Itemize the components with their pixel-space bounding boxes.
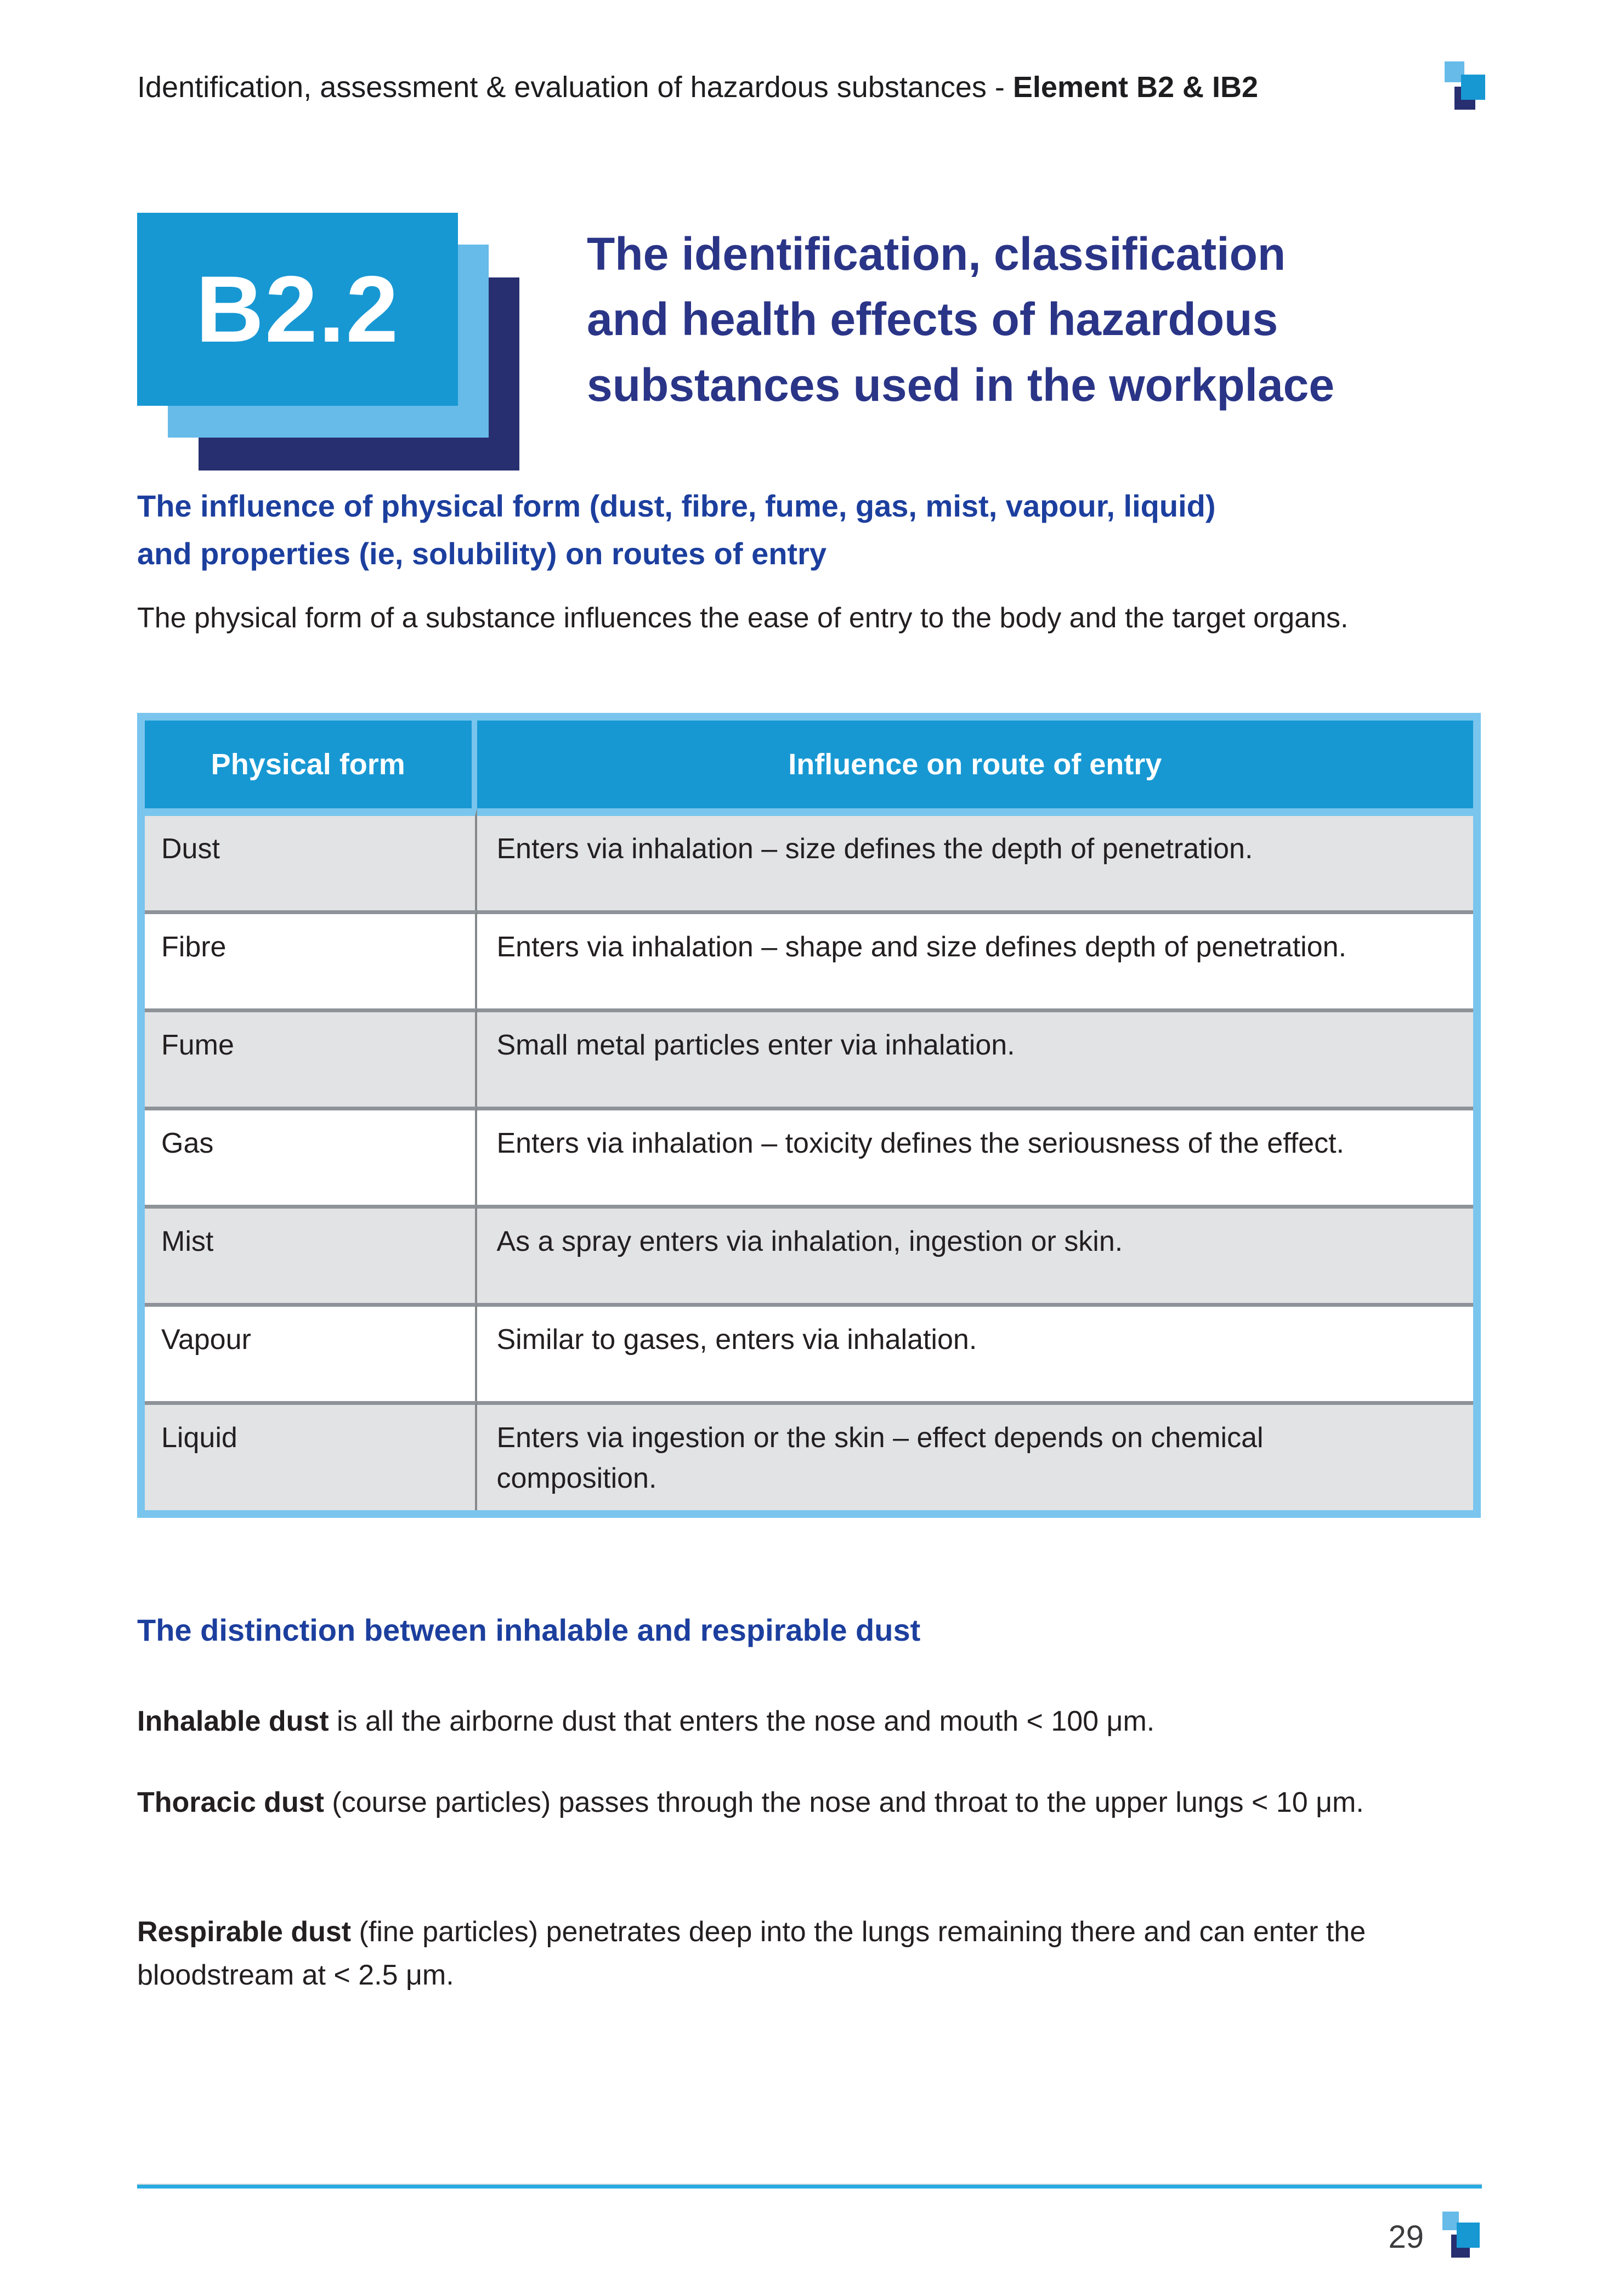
element-badge: B2.2 (137, 213, 521, 473)
intro-paragraph: The physical form of a substance influen… (137, 602, 1349, 634)
table-row: Dust Enters via inhalation – size define… (145, 808, 1473, 910)
paragraph-text: (course particles) passes through the no… (324, 1787, 1364, 1818)
cell-influence: Similar to gases, enters via inhalation. (477, 1303, 1473, 1401)
page-title-line: and health effects of hazardous (587, 293, 1278, 345)
table-row: Mist As a spray enters via inhalation, i… (145, 1205, 1473, 1303)
paragraph-inhalable-dust: Inhalable dust is all the airborne dust … (137, 1700, 1482, 1743)
hero-section: B2.2 The identification, classification … (137, 213, 1482, 473)
cell-influence: Enters via inhalation – size defines the… (477, 808, 1473, 910)
logo-mid-square (1457, 2223, 1480, 2248)
paragraph-respirable-dust: Respirable dust (fine particles) penetra… (137, 1911, 1482, 1997)
table-row: Fume Small metal particles enter via inh… (145, 1008, 1473, 1107)
page-title-line: substances used in the workplace (587, 359, 1335, 411)
footer-row: 29 (137, 2212, 1482, 2262)
table-row: Vapour Similar to gases, enters via inha… (145, 1303, 1473, 1401)
section-heading-line: and properties (ie, solubility) on route… (137, 536, 827, 571)
page-title-line: The identification, classification (587, 228, 1286, 280)
table-row: Gas Enters via inhalation – toxicity def… (145, 1107, 1473, 1205)
badge-main-square: B2.2 (137, 213, 458, 406)
column-header-physical-form: Physical form (145, 721, 477, 808)
three-squares-logo-icon (1445, 61, 1487, 113)
page-header: Identification, assessment & evaluation … (137, 61, 1487, 113)
section-heading-influence: The influence of physical form (dust, fi… (137, 483, 1498, 578)
table-header-row: Physical form Influence on route of entr… (145, 721, 1473, 808)
cell-physical-form: Vapour (145, 1303, 477, 1401)
paragraph-thoracic-dust: Thoracic dust (course particles) passes … (137, 1781, 1482, 1824)
cell-physical-form: Dust (145, 808, 477, 910)
logo-light-square (1442, 2212, 1459, 2230)
page-footer: 29 (137, 2184, 1482, 2262)
section-heading-distinction: The distinction between inhalable and re… (137, 1613, 921, 1647)
cell-physical-form: Gas (145, 1107, 477, 1205)
cell-influence: Small metal particles enter via inhalati… (477, 1008, 1473, 1107)
three-squares-logo-icon (1442, 2212, 1482, 2262)
cell-influence: Enters via inhalation – shape and size d… (477, 910, 1473, 1008)
cell-influence: Enters via inhalation – toxicity defines… (477, 1107, 1473, 1205)
paragraph-lead: Thoracic dust (137, 1787, 324, 1818)
badge-label: B2.2 (195, 257, 400, 362)
cell-physical-form: Mist (145, 1205, 477, 1303)
cell-physical-form: Fume (145, 1008, 477, 1107)
section-heading-line: The influence of physical form (dust, fi… (137, 489, 1216, 523)
column-header-influence: Influence on route of entry (477, 721, 1473, 808)
table-row: Fibre Enters via inhalation – shape and … (145, 910, 1473, 1008)
paragraph-text: is all the airborne dust that enters the… (329, 1705, 1155, 1737)
cell-physical-form: Liquid (145, 1401, 477, 1510)
paragraph-lead: Inhalable dust (137, 1705, 329, 1737)
logo-mid-square (1461, 75, 1485, 100)
running-header-title: Identification, assessment & evaluation … (137, 70, 1258, 105)
footer-rule (137, 2184, 1482, 2189)
paragraph-text: (fine particles) penetrates deep into th… (137, 1916, 1366, 1992)
cell-influence: Enters via ingestion or the skin – effec… (477, 1401, 1473, 1510)
physical-form-table: Physical form Influence on route of entr… (137, 713, 1481, 1518)
cell-physical-form: Fibre (145, 910, 477, 1008)
cell-influence: As a spray enters via inhalation, ingest… (477, 1205, 1473, 1303)
table-row: Liquid Enters via ingestion or the skin … (145, 1401, 1473, 1510)
running-header-prefix: Identification, assessment & evaluation … (137, 70, 1013, 104)
page-title: The identification, classification and h… (587, 213, 1334, 418)
paragraph-lead: Respirable dust (137, 1916, 352, 1948)
running-header-element: Element B2 & IB2 (1012, 70, 1259, 104)
page-number: 29 (1388, 2219, 1424, 2255)
